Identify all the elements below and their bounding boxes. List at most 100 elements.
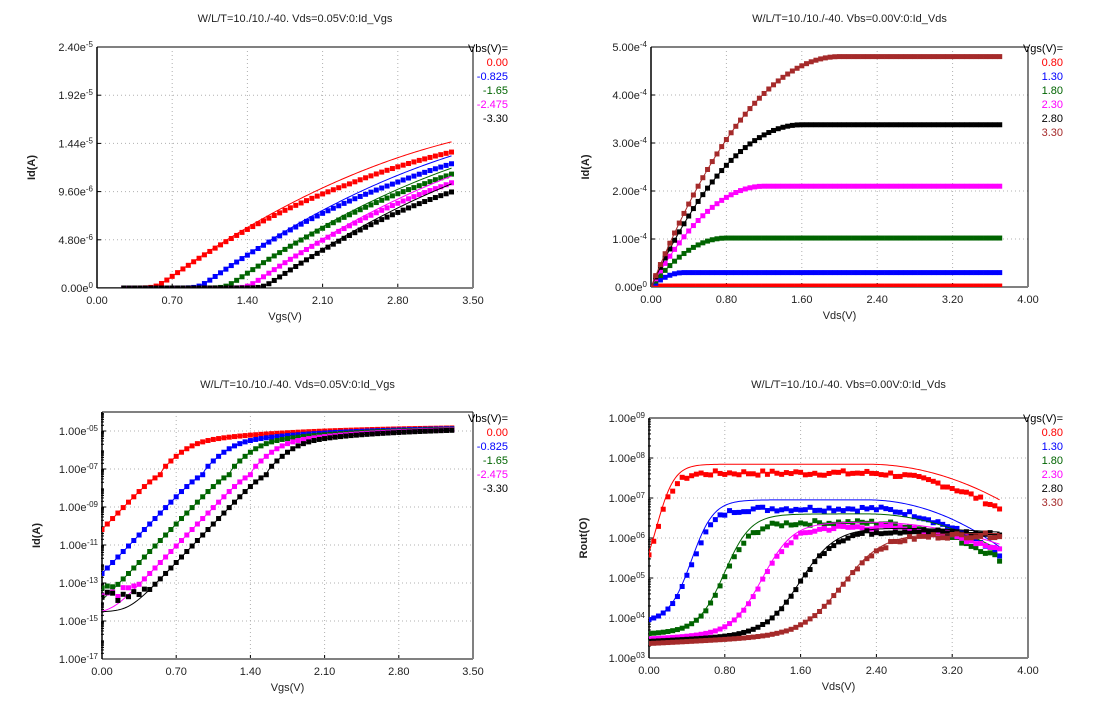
measured-point xyxy=(935,535,941,541)
measured-point xyxy=(851,235,857,241)
measured-point xyxy=(681,210,687,216)
measured-point xyxy=(727,470,733,476)
measured-point xyxy=(389,166,395,172)
measured-point xyxy=(667,253,673,259)
measured-point xyxy=(789,235,795,241)
measured-point xyxy=(911,514,917,520)
measured-point xyxy=(817,553,823,559)
measured-point xyxy=(258,436,264,442)
measured-point xyxy=(741,607,747,613)
measured-point xyxy=(731,471,737,477)
measured-point xyxy=(865,54,871,60)
measured-point xyxy=(221,510,227,516)
measured-point xyxy=(722,574,728,580)
measured-point xyxy=(851,270,857,276)
measured-point xyxy=(363,215,369,221)
measured-point xyxy=(352,196,358,202)
measured-point xyxy=(822,270,828,276)
legend-entry: 2.80 xyxy=(1042,113,1063,125)
measured-point xyxy=(869,122,875,128)
measured-point xyxy=(443,162,449,168)
measured-point xyxy=(449,180,455,186)
measured-point xyxy=(655,613,661,619)
measured-point xyxy=(818,183,824,189)
measured-point xyxy=(152,516,158,522)
measured-point xyxy=(676,220,682,226)
measured-point xyxy=(907,509,913,515)
x-tick-label: 3.20 xyxy=(942,294,963,306)
measured-point xyxy=(764,619,770,625)
measured-point xyxy=(818,283,824,287)
x-tick-label: 1.60 xyxy=(790,665,811,677)
measured-point xyxy=(769,468,775,474)
measured-point xyxy=(330,220,336,226)
measured-point xyxy=(681,251,687,257)
measured-point xyxy=(269,431,275,437)
x-tick-label: 2.40 xyxy=(866,665,887,677)
measured-point xyxy=(373,210,379,216)
measured-point xyxy=(173,453,179,459)
measured-point xyxy=(352,220,358,226)
measured-point xyxy=(798,622,804,628)
measured-point xyxy=(672,283,678,287)
measured-point xyxy=(822,55,828,61)
measured-point xyxy=(813,122,819,128)
measured-point xyxy=(242,433,248,439)
measured-point xyxy=(330,187,336,193)
measured-point xyxy=(676,283,682,287)
measured-point xyxy=(950,183,956,189)
x-tick-label: 0.80 xyxy=(714,665,735,677)
measured-point xyxy=(173,543,179,549)
measured-point xyxy=(807,567,813,573)
measured-point xyxy=(316,436,322,442)
measured-point xyxy=(973,235,979,241)
measured-point xyxy=(822,122,828,128)
measured-point xyxy=(261,242,267,248)
measured-point xyxy=(831,521,837,527)
measured-point xyxy=(325,222,331,228)
measured-point xyxy=(232,443,237,449)
measured-point xyxy=(741,629,747,635)
measured-point xyxy=(898,183,904,189)
measured-point xyxy=(239,274,245,280)
measured-point xyxy=(427,179,433,185)
measured-point xyxy=(756,135,762,141)
measured-point xyxy=(433,428,439,434)
measured-point xyxy=(226,505,232,511)
measured-point xyxy=(798,507,804,513)
measured-point xyxy=(314,240,320,246)
measured-point xyxy=(864,528,870,534)
measured-point xyxy=(917,270,923,276)
measured-point xyxy=(228,285,234,288)
measured-point xyxy=(411,194,417,200)
measured-point xyxy=(655,635,661,641)
measured-point xyxy=(898,235,904,241)
measured-point xyxy=(723,137,729,143)
measured-point xyxy=(831,469,837,475)
measured-point xyxy=(808,122,814,128)
measured-point xyxy=(277,210,283,216)
measured-point xyxy=(935,270,941,276)
measured-point xyxy=(987,283,993,287)
measured-point xyxy=(864,468,870,474)
measured-point xyxy=(655,640,661,646)
measured-point xyxy=(438,184,444,190)
measured-point xyxy=(348,433,354,439)
measured-point xyxy=(745,601,751,607)
measured-point xyxy=(115,554,121,560)
measured-point xyxy=(836,519,841,525)
measured-point xyxy=(902,529,908,535)
measured-point xyxy=(427,168,433,174)
measured-point xyxy=(912,183,918,189)
measured-point xyxy=(406,161,412,167)
measured-point xyxy=(750,530,756,536)
measured-point xyxy=(873,548,879,554)
measured-point xyxy=(950,54,956,60)
measured-point xyxy=(912,235,918,241)
measured-point xyxy=(845,576,851,582)
series-1.80 xyxy=(651,235,1003,287)
measured-point xyxy=(389,181,395,187)
measured-point xyxy=(921,270,927,276)
measured-point xyxy=(357,217,363,223)
measured-point xyxy=(921,54,927,60)
